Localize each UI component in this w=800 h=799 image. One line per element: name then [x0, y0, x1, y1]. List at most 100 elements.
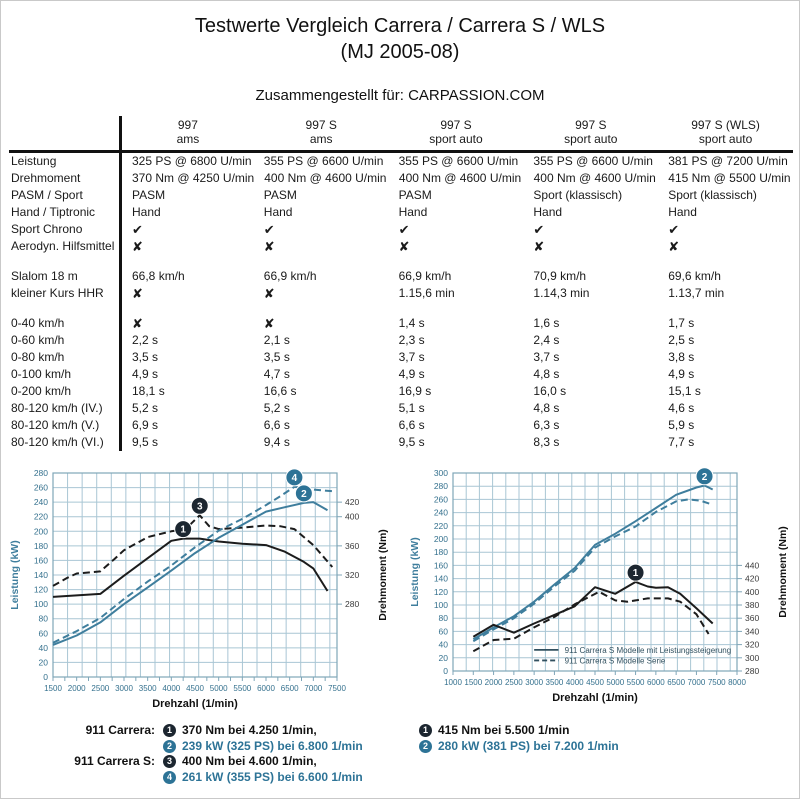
svg-text:340: 340	[745, 626, 759, 636]
table-cell: 6,6 s	[398, 418, 425, 432]
table-row: 80-120 km/h (V.) 6,9 s 6,6 s 6,6 s 6,3 s 5,9 …	[9, 417, 793, 434]
svg-text:3000: 3000	[115, 684, 133, 693]
svg-text:160: 160	[34, 555, 48, 565]
svg-text:120: 120	[34, 585, 48, 595]
page-subtitle: Zusammengestellt für: CARPASSION.COM	[255, 87, 545, 104]
table-cell: ✔	[533, 222, 545, 237]
svg-text:240: 240	[434, 508, 448, 518]
svg-text:7500: 7500	[708, 678, 726, 687]
row-label: 0-40 km/h	[11, 316, 65, 330]
row-label: 0-80 km/h	[11, 350, 65, 364]
svg-text:0: 0	[43, 672, 48, 682]
svg-text:320: 320	[345, 570, 359, 580]
svg-text:140: 140	[434, 574, 448, 584]
svg-text:7000: 7000	[304, 684, 322, 693]
inner-legend-entry: 911 Carrera S Modelle Serie	[565, 656, 666, 665]
table-cell: Hand	[668, 205, 697, 219]
table-cell: 355 PS @ 6600 U/min	[398, 154, 519, 168]
svg-text:6500: 6500	[667, 678, 685, 687]
legend-row: 911 Carrera S: 3 400 Nm bei 4.600 1/min, 4 2…	[7, 754, 393, 784]
table-cell: ✘	[263, 286, 275, 301]
svg-text:3500: 3500	[139, 684, 157, 693]
table-cell: 2,1 s	[263, 333, 290, 347]
svg-text:180: 180	[434, 547, 448, 557]
table-cell: ✘	[119, 285, 254, 302]
table-row: 80-120 km/h (IV.) 5,2 s 5,2 s 5,1 s 4,8 s 4,6…	[9, 400, 793, 417]
svg-text:100: 100	[34, 599, 48, 609]
table-cell: 5,2 s	[119, 400, 254, 417]
table-cell: 5,9 s	[668, 418, 695, 432]
svg-text:160: 160	[434, 560, 448, 570]
row-label: 80-120 km/h (V.)	[11, 418, 100, 432]
table-cell: 1.13,7 min	[668, 286, 725, 300]
svg-text:4: 4	[292, 473, 298, 484]
table-row: 0-100 km/h 4,9 s 4,7 s 4,9 s 4,8 s 4,9 s	[9, 366, 793, 383]
svg-text:7500: 7500	[328, 684, 346, 693]
legend-badge-1: 1	[163, 723, 176, 737]
table-cell: ✔	[263, 222, 275, 237]
table-cell: 6,6 s	[263, 418, 290, 432]
svg-text:420: 420	[345, 497, 359, 507]
table-cell: 400 Nm @ 4600 U/min	[398, 171, 522, 185]
table-cell: 6,9 s	[119, 417, 254, 434]
legend-badge-2: 2	[163, 739, 176, 753]
svg-text:5500: 5500	[627, 678, 645, 687]
table-cell: ✘	[398, 239, 410, 254]
svg-text:60: 60	[39, 628, 49, 638]
svg-text:3000: 3000	[525, 678, 543, 687]
inner-legend-entry: 911 Carrera S Modelle mit Leistungssteig…	[565, 646, 732, 655]
series-line	[52, 501, 328, 646]
table-cell: 325 PS @ 6800 U/min	[119, 153, 254, 170]
table-cell: ✘	[119, 238, 254, 255]
table-cell: 3,8 s	[668, 350, 695, 364]
series-line	[52, 537, 329, 598]
table-cell: PASM	[119, 187, 254, 204]
legend-badge-4: 4	[163, 770, 176, 784]
table-cell	[658, 255, 793, 268]
svg-text:2000: 2000	[68, 684, 86, 693]
series-line	[472, 580, 714, 638]
column-source: sport auto	[698, 132, 753, 146]
legend-item-text: 280 kW (381 PS) bei 7.200 1/min	[438, 739, 619, 753]
table-row: 0-60 km/h 2,2 s 2,1 s 2,3 s 2,4 s 2,5 s	[9, 332, 793, 349]
svg-text:20: 20	[439, 653, 449, 663]
svg-text:100: 100	[434, 600, 448, 610]
y-axis-label-right: Drehmoment (Nm)	[377, 529, 389, 621]
table-cell: 66,9 km/h	[263, 269, 317, 283]
wls-chart-legend: 1 415 Nm bei 5.500 1/min 2 280 kW (381 PS) …	[407, 723, 793, 753]
curve-marker-3	[190, 496, 209, 515]
table-cell	[523, 302, 658, 315]
table-row: Drehmoment 370 Nm @ 4250 U/min 400 Nm @ 46…	[9, 170, 793, 187]
y-axis-label-right: Drehmoment (Nm)	[777, 526, 789, 618]
carrera-vs-s-chart-block: 0 20 40 60 80 100 120 140 160 180 200 220 240 260 280 1…	[7, 461, 393, 785]
table-cell: 2,2 s	[119, 332, 254, 349]
table-cell: ✘	[668, 239, 680, 254]
svg-text:2000: 2000	[485, 678, 503, 687]
table-cell: 66,9 km/h	[398, 269, 452, 283]
table-cell: PASM	[398, 188, 432, 202]
table-row: 80-120 km/h (VI.) 9,5 s 9,4 s 9,5 s 8,3 s 7,7…	[9, 434, 793, 451]
legend-item: 2 239 kW (325 PS) bei 6.800 1/min	[163, 739, 363, 753]
carrera-vs-s-chart-legend: 911 Carrera: 1 370 Nm bei 4.250 1/min, 2 239…	[7, 723, 393, 784]
row-label	[9, 302, 119, 315]
table-row: Hand / Tiptronic Hand Hand Hand Hand Hand	[9, 204, 793, 221]
svg-text:380: 380	[745, 600, 759, 610]
table-cell: 9,5 s	[398, 435, 425, 449]
legend-item-text: 415 Nm bei 5.500 1/min	[438, 723, 570, 737]
svg-text:420: 420	[745, 574, 759, 584]
title-line-1: Testwerte Vergleich Carrera / Carrera S …	[194, 15, 606, 37]
table-cell: 355 PS @ 6600 U/min	[533, 154, 653, 168]
svg-text:40: 40	[439, 640, 449, 650]
table-cell: ✘	[119, 315, 254, 332]
table-spacer-row	[9, 255, 793, 268]
row-label: 0-60 km/h	[11, 333, 65, 347]
svg-text:120: 120	[434, 587, 448, 597]
table-cell: 4,7 s	[263, 367, 290, 381]
legend-badge-1: 1	[419, 723, 432, 737]
legend-badge-3: 3	[163, 754, 176, 768]
table-cell: 400 Nm @ 4600 U/min	[264, 171, 387, 185]
row-label: Hand / Tiptronic	[11, 205, 96, 219]
table-cell: ✘	[533, 239, 545, 254]
table-cell: 4,9 s	[668, 367, 695, 381]
legend-item-text: 239 kW (325 PS) bei 6.800 1/min	[182, 739, 363, 753]
